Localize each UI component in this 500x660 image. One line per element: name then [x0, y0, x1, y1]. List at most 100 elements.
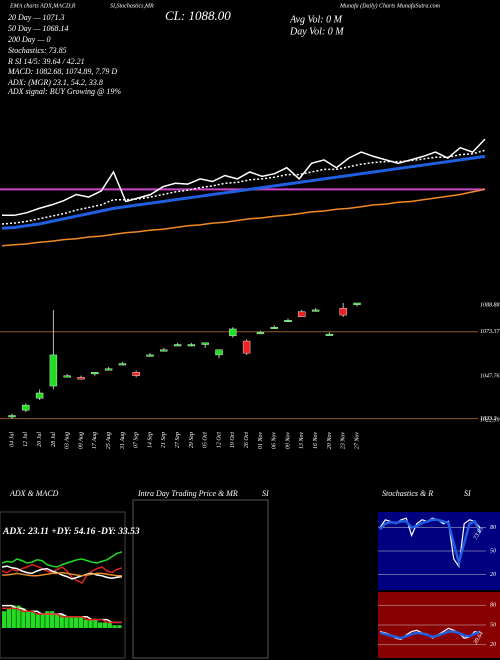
series-line — [1, 188, 486, 247]
y-tick-label: 20 — [490, 572, 496, 578]
candle-body — [173, 344, 182, 347]
macd-bar — [74, 616, 79, 628]
series-line — [1, 563, 123, 584]
candle-body — [311, 309, 320, 312]
macd-bar — [26, 611, 31, 628]
candle-body — [215, 349, 223, 356]
panel-title: SI — [464, 489, 471, 498]
panel-bg — [0, 511, 126, 659]
value-label: 73.85 — [473, 526, 485, 541]
x-tick-label: 27 Nov — [354, 432, 360, 450]
info-line: Stochastics: 73.85 — [8, 46, 67, 55]
candle-body — [35, 392, 44, 399]
macd-bar — [11, 605, 16, 628]
candle-body — [118, 363, 127, 366]
candle-body — [187, 344, 196, 347]
macd-bar — [78, 616, 84, 628]
macd-bar — [117, 625, 122, 628]
candle-body — [22, 404, 30, 411]
candle-body — [63, 375, 71, 378]
x-tick-label: 20 Nov — [327, 432, 333, 450]
panel-subtitle: ADX: 23.11 +DY: 54.16 -DY: 33.53 — [2, 527, 140, 537]
macd-bar — [45, 611, 50, 628]
y-tick-label: 1023.2 — [480, 416, 497, 422]
y-tick-label: 80 — [490, 603, 496, 609]
header-text: SI,Stochastics,MR — [110, 3, 154, 9]
macd-bar — [98, 622, 103, 628]
candle-body — [201, 342, 209, 345]
header-text: EMA charts ADX,MACD,R — [9, 3, 76, 9]
y-tick-label: 80 — [490, 525, 496, 531]
x-tick-label: 26 Oct — [244, 432, 250, 448]
x-tick-label: 16 Nov — [313, 432, 319, 450]
macd-bar — [83, 619, 88, 628]
x-tick-label: 17 Aug — [92, 432, 98, 449]
x-tick-label: 12 Jul — [23, 432, 29, 447]
panel-title: SI — [262, 489, 269, 498]
x-tick-label: 03 Aug — [65, 432, 71, 449]
header-text: Munafa (Daily) Charts MunafaSutra.com — [339, 2, 441, 9]
candle-body — [132, 372, 140, 376]
candle-body — [160, 349, 168, 352]
candle-body — [353, 302, 361, 305]
candle-body — [284, 320, 292, 322]
x-tick-label: 07 Sep — [134, 432, 140, 448]
candle-body — [104, 368, 113, 371]
x-tick-label: 21 Sep — [161, 432, 167, 448]
y-tick-label: 50 — [490, 622, 496, 628]
series-line — [2, 571, 122, 577]
candle-body — [49, 354, 58, 387]
y-tick-label: 1022.39 — [480, 417, 500, 423]
x-tick-label: 05 Oct — [203, 432, 209, 448]
intraday-box — [132, 499, 269, 659]
x-tick-label: 23 Nov — [341, 432, 347, 450]
y-tick-label: 20 — [490, 642, 496, 648]
x-tick-label: 06 Nov — [272, 432, 278, 450]
series-line — [1, 149, 486, 225]
x-tick-label: 01 Nov — [258, 432, 264, 450]
macd-bar — [88, 619, 93, 628]
x-tick-label: 19 Oct — [230, 432, 236, 448]
macd-bar — [59, 614, 64, 628]
candle-body — [229, 328, 237, 337]
x-tick-label: 09 Aug — [78, 432, 84, 449]
macd-bar — [102, 622, 108, 628]
x-tick-label: 25 Aug — [106, 432, 112, 449]
series-line — [1, 565, 123, 580]
x-tick-label: 09 Nov — [285, 432, 291, 450]
candle-body — [242, 340, 251, 354]
candle-body — [146, 354, 154, 357]
macd-bar — [112, 625, 117, 628]
macd-bar — [30, 611, 36, 628]
info-line: 20 Day — 1071.3 — [8, 13, 64, 22]
macd-bar — [16, 605, 21, 628]
close-price: CL: 1088.00 — [165, 8, 231, 23]
avg-volume: Avg Vol: 0 M — [289, 14, 343, 25]
candle-body — [298, 311, 306, 318]
panel-title: ADX & MACD — [9, 489, 59, 498]
macd-bar — [6, 608, 12, 628]
series-line — [2, 607, 122, 624]
y-tick-label: 1073.37 — [480, 329, 500, 335]
macd-bar — [35, 614, 40, 628]
candle-body — [256, 332, 265, 335]
candle-body — [270, 327, 278, 329]
info-line: ADX signal: BUY Growing @ 19% — [7, 87, 121, 96]
series-line — [1, 154, 486, 230]
x-tick-label: 20 Jul — [37, 432, 43, 447]
candle-body — [77, 377, 85, 380]
macd-bar — [2, 611, 7, 628]
info-line: 200 Day — 0 — [8, 35, 50, 44]
series-line — [1, 551, 123, 568]
x-tick-label: 14 Sep — [146, 432, 153, 448]
day-volume: Day Vol: 0 M — [289, 26, 344, 37]
info-line: MACD: 1082.68, 1074.89, 7.79 D — [7, 67, 117, 76]
x-tick-label: 27 Sep — [175, 432, 181, 448]
y-tick-label: 50 — [490, 548, 496, 554]
macd-bar — [50, 611, 55, 628]
series-line — [379, 630, 481, 640]
y-tick-label: 1047.76 — [480, 372, 500, 379]
panel-title: Intra Day Trading Price & MR — [137, 489, 238, 498]
candle-body — [325, 333, 334, 336]
